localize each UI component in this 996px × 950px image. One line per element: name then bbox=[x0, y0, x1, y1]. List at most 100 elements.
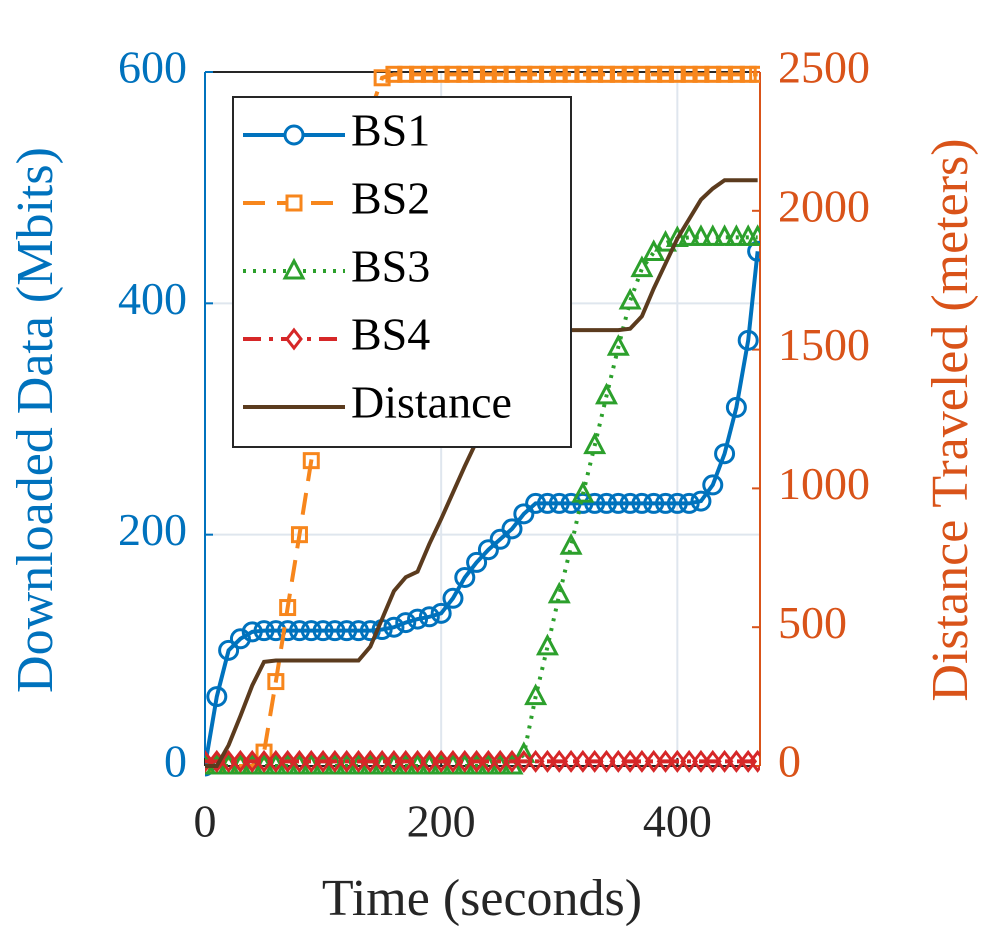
marker bbox=[692, 749, 710, 773]
marker bbox=[290, 526, 308, 544]
marker bbox=[692, 65, 710, 83]
marker bbox=[255, 749, 273, 773]
marker bbox=[420, 65, 438, 83]
marker bbox=[525, 492, 547, 514]
marker bbox=[430, 602, 452, 624]
y2-tick-label: 1500 bbox=[778, 319, 870, 370]
y-tick-label: 400 bbox=[118, 273, 187, 324]
marker bbox=[466, 551, 488, 573]
marker bbox=[361, 749, 380, 773]
marker bbox=[267, 673, 285, 691]
marker bbox=[477, 539, 499, 561]
legend-label: BS2 bbox=[351, 173, 430, 224]
y-tick-label: 0 bbox=[164, 736, 187, 787]
marker bbox=[668, 65, 686, 83]
marker bbox=[444, 65, 462, 83]
marker bbox=[702, 474, 724, 496]
marker bbox=[395, 612, 417, 634]
marker bbox=[229, 628, 251, 650]
y2-tick-label: 1000 bbox=[778, 458, 870, 509]
y2-tick-label: 500 bbox=[778, 597, 847, 648]
marker bbox=[655, 492, 677, 514]
marker bbox=[725, 396, 747, 418]
marker bbox=[715, 749, 734, 773]
marker bbox=[680, 65, 698, 83]
y2-tick-label: 0 bbox=[778, 736, 801, 787]
marker bbox=[538, 749, 557, 773]
marker bbox=[586, 65, 604, 83]
marker bbox=[739, 65, 757, 83]
marker bbox=[454, 566, 476, 588]
marker bbox=[526, 749, 545, 773]
plot bbox=[205, 65, 760, 777]
marker bbox=[690, 490, 712, 512]
marker bbox=[314, 749, 332, 773]
marker bbox=[277, 620, 299, 642]
marker bbox=[665, 225, 689, 248]
marker bbox=[571, 480, 595, 503]
marker bbox=[621, 749, 640, 773]
marker bbox=[397, 65, 415, 83]
marker bbox=[337, 749, 356, 773]
marker bbox=[527, 65, 545, 83]
marker bbox=[456, 65, 474, 83]
marker bbox=[713, 224, 737, 246]
marker bbox=[408, 749, 427, 773]
marker bbox=[442, 587, 464, 609]
marker bbox=[573, 749, 592, 773]
marker bbox=[524, 683, 548, 706]
marker bbox=[479, 749, 498, 773]
marker bbox=[349, 749, 368, 773]
marker bbox=[325, 749, 344, 773]
marker bbox=[737, 329, 759, 351]
legend-label: Distance bbox=[351, 377, 512, 428]
marker bbox=[491, 65, 509, 83]
marker bbox=[748, 749, 760, 773]
marker bbox=[300, 620, 322, 642]
marker bbox=[348, 620, 370, 642]
marker bbox=[420, 749, 439, 773]
marker bbox=[606, 334, 630, 356]
marker bbox=[444, 749, 462, 773]
marker bbox=[645, 65, 663, 83]
marker bbox=[584, 492, 606, 514]
legend-label: BS3 bbox=[351, 241, 430, 292]
marker bbox=[288, 620, 310, 642]
marker bbox=[285, 327, 303, 351]
marker bbox=[503, 749, 521, 773]
marker bbox=[701, 224, 725, 246]
x-axis-label: Time (seconds) bbox=[322, 870, 642, 927]
marker bbox=[535, 633, 559, 656]
marker bbox=[219, 749, 238, 773]
marker bbox=[644, 749, 663, 773]
y2-axis-label: Distance Traveled (meters) bbox=[922, 138, 979, 701]
marker bbox=[302, 749, 321, 773]
y-tick-label: 600 bbox=[118, 42, 187, 93]
marker bbox=[583, 432, 607, 455]
marker bbox=[562, 749, 580, 773]
marker bbox=[746, 224, 760, 246]
marker bbox=[283, 124, 305, 146]
marker bbox=[513, 503, 535, 525]
marker bbox=[689, 224, 713, 246]
marker bbox=[538, 65, 556, 83]
marker bbox=[633, 749, 651, 773]
marker bbox=[678, 492, 700, 514]
marker bbox=[621, 65, 639, 83]
marker bbox=[383, 616, 405, 638]
marker bbox=[668, 749, 687, 773]
marker bbox=[290, 749, 309, 773]
x-tick-label: 400 bbox=[643, 796, 712, 847]
marker bbox=[562, 65, 580, 83]
marker bbox=[643, 492, 665, 514]
marker bbox=[468, 65, 486, 83]
marker bbox=[218, 639, 240, 661]
marker bbox=[479, 65, 497, 83]
marker bbox=[489, 528, 511, 550]
marker bbox=[633, 65, 651, 83]
marker bbox=[704, 65, 722, 83]
marker bbox=[550, 65, 568, 83]
marker bbox=[666, 492, 688, 514]
marker bbox=[607, 492, 629, 514]
marker bbox=[609, 65, 627, 83]
